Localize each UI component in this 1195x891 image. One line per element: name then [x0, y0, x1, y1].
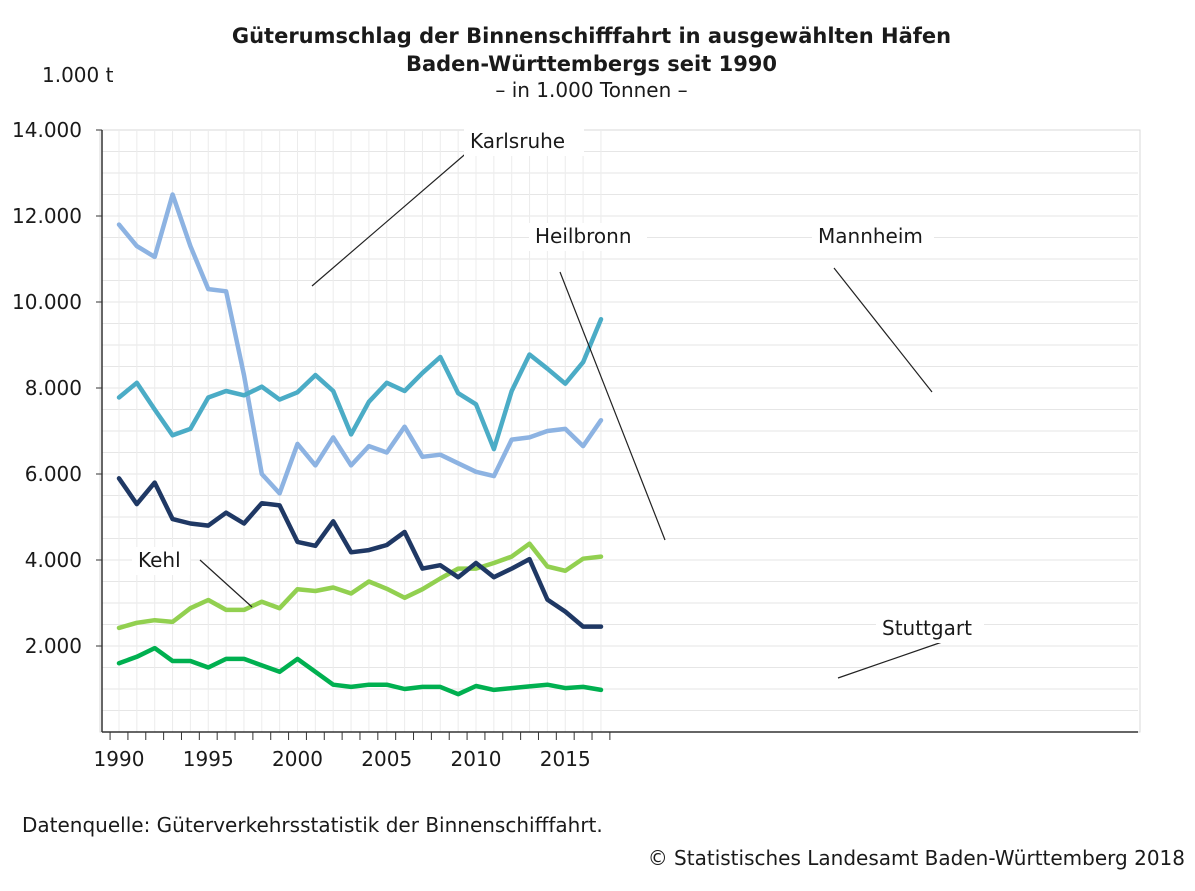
y-tick-label: 12.000	[12, 204, 82, 228]
label-background-kehl	[132, 547, 190, 575]
series-line-kehl	[116, 541, 604, 631]
series-line-stuttgart	[116, 645, 604, 697]
series-label-stuttgart: Stuttgart	[882, 616, 972, 640]
chart-title-line1: Güterumschlag der Binnenschifffahrt in a…	[231, 24, 952, 48]
x-tick-label: 1995	[183, 747, 234, 771]
series-line-karlsruhe	[116, 192, 604, 496]
leader-line-kehl	[199, 559, 253, 608]
series-label-mannheim: Mannheim	[818, 224, 923, 248]
series-label-karlsruhe: Karlsruhe	[470, 129, 565, 153]
series-line-heilbronn	[116, 476, 604, 629]
leader-line-heilbronn	[559, 271, 666, 541]
data-source-note: Datenquelle: Güterverkehrsstatistik der …	[22, 813, 603, 837]
label-background-stuttgart	[876, 615, 984, 643]
label-background-mannheim	[812, 223, 934, 251]
series-label-heilbronn: Heilbronn	[535, 224, 632, 248]
series-line-mannheim	[116, 316, 604, 452]
x-tick-label: 2000	[272, 747, 323, 771]
series-label-kehl: Kehl	[138, 548, 181, 572]
y-tick-label: 4.000	[25, 548, 82, 572]
chart-title-line2: Baden-Württembergs seit 1990	[405, 52, 778, 76]
chart-subtitle: – in 1.000 Tonnen –	[495, 78, 688, 102]
leader-line-stuttgart	[837, 640, 946, 679]
copyright-note: © Statistisches Landesamt Baden-Württemb…	[647, 846, 1185, 870]
y-tick-label: 6.000	[25, 462, 82, 486]
x-tick-label: 2015	[540, 747, 591, 771]
series-lines	[116, 192, 604, 697]
leader-line-karlsruhe	[311, 149, 471, 287]
x-tick-label: 1990	[94, 747, 145, 771]
label-background-heilbronn	[529, 223, 647, 251]
series-labels: Karlsruhe Heilbronn Mannheim Kehl Stuttgart	[132, 128, 984, 679]
x-tick-label: 2010	[451, 747, 502, 771]
leader-line-mannheim	[833, 267, 933, 393]
y-axis-unit-label: 1.000 t	[42, 63, 114, 87]
y-tick-label: 8.000	[25, 376, 82, 400]
y-tick-label: 10.000	[12, 290, 82, 314]
axes: 2.000 4.000 6.000 8.000 10.000 12.000 14.000 19…	[12, 118, 1138, 771]
y-tick-label: 2.000	[25, 634, 82, 658]
y-tick-label: 14.000	[12, 118, 82, 142]
x-tick-label: 2005	[361, 747, 412, 771]
label-background-karlsruhe	[464, 128, 584, 156]
